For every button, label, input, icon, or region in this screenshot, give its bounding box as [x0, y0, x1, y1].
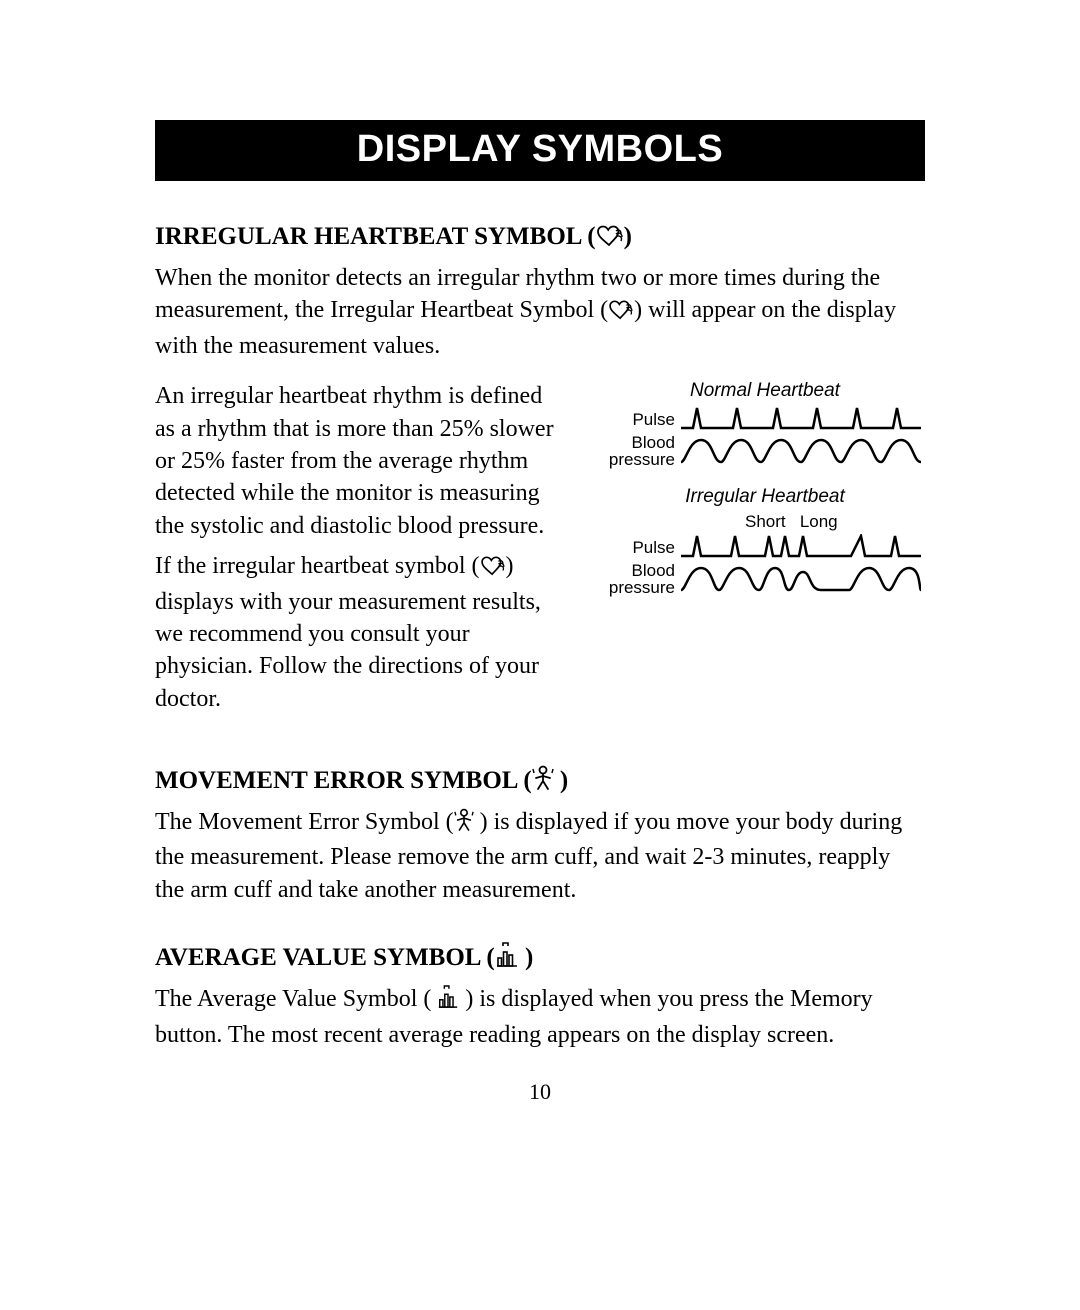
average-value-icon — [437, 985, 459, 1018]
label-pulse-irr: Pulse — [605, 539, 681, 556]
label-pulse: Pulse — [605, 411, 681, 428]
label-bp-irr: Blood pressure — [605, 562, 681, 596]
para-irregular-1: When the monitor detects an irregular rh… — [155, 262, 925, 362]
page-title-bar: DISPLAY SYMBOLS — [155, 120, 925, 181]
label-bp: Blood pressure — [605, 434, 681, 468]
section-heading-movement: MOVEMENT ERROR SYMBOL ( ) — [155, 765, 925, 798]
h3b: ) — [519, 944, 534, 971]
p3a: If the irregular heartbeat symbol ( — [155, 553, 480, 579]
diagram-normal: Normal Heartbeat Pulse Blood pressure — [605, 380, 925, 468]
h2b: ) — [554, 767, 569, 794]
waveform-normal-pulse — [681, 406, 921, 432]
waveform-irregular-pulse — [681, 534, 921, 560]
p2a: The Movement Error Symbol ( — [155, 809, 454, 835]
heading-close: ) — [624, 223, 632, 250]
short-long-labels: Short Long — [605, 512, 925, 532]
average-value-icon — [495, 942, 519, 975]
h2a: MOVEMENT ERROR SYMBOL ( — [155, 767, 532, 794]
bp2: pressure — [609, 450, 675, 469]
para-irregular-2: An irregular heartbeat rhythm is defined… — [155, 380, 565, 542]
diagram-normal-title: Normal Heartbeat — [605, 380, 925, 402]
page-number: 10 — [0, 1079, 1080, 1105]
heading-text: IRREGULAR HEARTBEAT SYMBOL ( — [155, 223, 596, 250]
para-movement: The Movement Error Symbol ( ) is display… — [155, 806, 925, 906]
waveform-normal-bp — [681, 436, 921, 466]
movement-error-icon — [454, 808, 474, 841]
para-irregular-3: If the irregular heartbeat symbol () dis… — [155, 550, 565, 715]
para-average: The Average Value Symbol ( ) is displaye… — [155, 983, 925, 1051]
movement-error-icon — [532, 765, 554, 798]
waveform-irregular-bp — [681, 564, 921, 594]
lbl-long: Long — [800, 512, 838, 531]
p3a2: The Average Value Symbol ( — [155, 986, 437, 1012]
h3a: AVERAGE VALUE SYMBOL ( — [155, 944, 495, 971]
bpi2: pressure — [609, 578, 675, 597]
diagram-irregular-title: Irregular Heartbeat — [605, 486, 925, 508]
heartbeat-icon — [596, 225, 624, 254]
section-heading-average: AVERAGE VALUE SYMBOL ( ) — [155, 942, 925, 975]
heartbeat-icon — [480, 553, 506, 585]
heartbeat-icon — [608, 297, 634, 329]
section-heading-irregular: IRREGULAR HEARTBEAT SYMBOL () — [155, 223, 925, 254]
diagram-irregular: Irregular Heartbeat Short Long Pulse Blo… — [605, 486, 925, 596]
lbl-short: Short — [745, 512, 786, 531]
